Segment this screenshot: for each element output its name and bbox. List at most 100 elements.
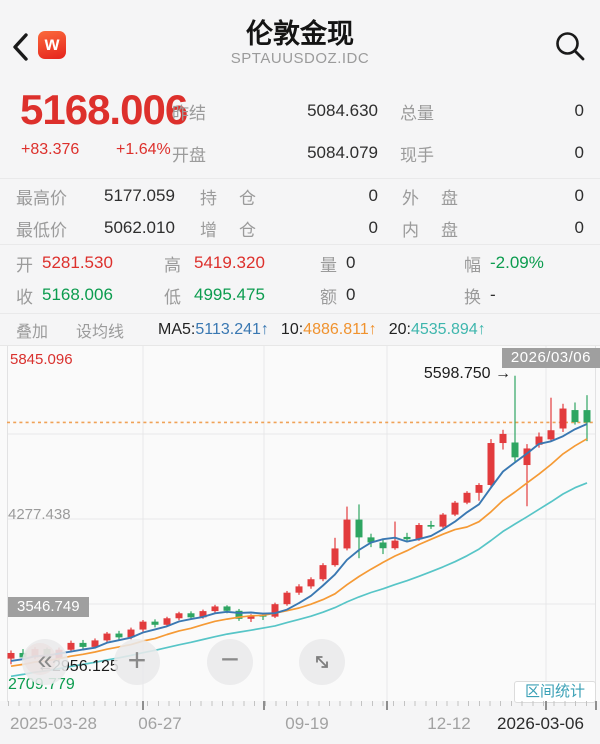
detail-row: 最低价 5062.010 增仓 0 内盘 0 xyxy=(0,212,600,244)
ma10-label: 10: xyxy=(280,320,304,338)
max-price-value: 5598.750 xyxy=(423,365,491,382)
major-tick xyxy=(545,701,547,710)
x-tick-label: 2026-03-06 xyxy=(497,714,584,733)
major-tick xyxy=(595,701,597,710)
field-label: 最高价 xyxy=(16,188,67,208)
minus-icon: − xyxy=(220,641,240,677)
ohlc-panel: 开 5281.530 高 5419.320 量 0 幅 -2.09% 收 516… xyxy=(0,245,600,313)
minor-ticks xyxy=(8,701,596,706)
crosshair-date-badge: 2026/03/06 xyxy=(501,348,600,368)
divider xyxy=(0,178,600,179)
field-label: 总量 xyxy=(400,103,434,123)
ma20-value: 4535.894 xyxy=(410,320,478,338)
price-change: +83.376 xyxy=(21,141,80,158)
field-label: 开 xyxy=(16,255,33,275)
field-label: 量 xyxy=(320,255,337,275)
zoom-in-button[interactable]: + xyxy=(114,639,160,685)
ohlc-row: 收 5168.006 低 4995.475 额 0 换 - xyxy=(0,279,600,311)
y-axis-max-label: 5845.096 xyxy=(10,351,73,368)
major-tick xyxy=(263,701,265,710)
label-char: 增 xyxy=(200,220,217,240)
up-arrow-icon: ↑ xyxy=(260,320,269,338)
chart-canvas[interactable] xyxy=(0,346,600,702)
right-arrow-icon: → xyxy=(495,365,511,382)
open-value: 5281.530 xyxy=(42,253,113,272)
rewind-icon: « xyxy=(37,644,53,675)
ma10-readout: 10:4886.811↑ xyxy=(281,321,377,339)
page-title: 伦敦金现 xyxy=(246,19,354,49)
last-price: 5168.006 xyxy=(20,86,188,133)
field-label: 收 xyxy=(16,287,33,307)
crosshair-value-badge: 3546.749 xyxy=(8,597,89,617)
ma-toolbar: 叠加 设均线 MA5:5113.241↑ 10:4886.811↑ 20:453… xyxy=(0,314,600,345)
detail-panel: 最高价 5177.059 持仓 0 外盘 0 最低价 5062.010 增仓 0… xyxy=(0,179,600,244)
price-change-pct: +1.64% xyxy=(116,141,171,158)
overlay-button[interactable]: 叠加 xyxy=(16,323,49,341)
quote-info-row: 开盘 5084.079 现手 0 xyxy=(172,132,584,174)
close-value: 5168.006 xyxy=(42,285,113,304)
ma5-readout: MA5:5113.241↑ xyxy=(158,321,269,339)
up-arrow-icon: ↑ xyxy=(368,320,377,338)
plus-icon: + xyxy=(127,641,147,678)
field-value: 0 xyxy=(574,101,584,120)
field-label: 增仓 xyxy=(200,216,256,241)
field-label: 幅 xyxy=(464,255,481,275)
fullscreen-button[interactable] xyxy=(299,639,345,685)
label-char: 外 xyxy=(402,188,419,208)
amplitude-value: -2.09% xyxy=(490,253,544,272)
field-label: 低 xyxy=(164,287,181,307)
x-axis: 2025-03-28 06-27 09-19 12-12 2026-03-06 xyxy=(0,701,600,744)
diagonal-resize-icon xyxy=(316,656,328,668)
zoom-out-button[interactable]: − xyxy=(207,639,253,685)
field-label: 持仓 xyxy=(200,184,256,209)
ma20-readout: 20:4535.894↑ xyxy=(389,321,486,339)
field-value: 0 xyxy=(574,218,584,237)
field-label: 内盘 xyxy=(378,216,458,241)
field-value: 0 xyxy=(574,186,584,205)
field-value: 0 xyxy=(368,186,378,205)
x-tick-label: 2025-03-28 xyxy=(10,714,97,733)
detail-row: 最高价 5177.059 持仓 0 外盘 0 xyxy=(0,180,600,212)
range-stats-button[interactable]: 区间统计 xyxy=(513,681,596,703)
divider xyxy=(0,244,600,245)
x-tick-label: 06-27 xyxy=(138,714,182,733)
rewind-button[interactable]: « xyxy=(22,639,68,685)
label-char: 盘 xyxy=(441,188,458,208)
field-label: 换 xyxy=(464,287,481,307)
amount-value: 0 xyxy=(346,285,356,304)
high-value: 5419.320 xyxy=(194,253,265,272)
field-label: 最低价 xyxy=(16,220,67,240)
field-value: 5084.079 xyxy=(307,143,378,162)
set-ma-button[interactable]: 设均线 xyxy=(76,323,125,341)
app-logo[interactable]: w xyxy=(38,31,66,59)
field-value: 5062.010 xyxy=(104,218,175,237)
search-icon[interactable] xyxy=(554,30,586,62)
label-char: 仓 xyxy=(239,220,256,240)
field-value: 0 xyxy=(574,143,584,162)
label-char: 持 xyxy=(200,188,217,208)
quote-info-row: 昨结 5084.630 总量 0 xyxy=(172,90,584,132)
ma5-value: 5113.241 xyxy=(195,320,261,338)
instrument-code: SPTAUUSDOZ.IDC xyxy=(230,50,370,67)
back-icon[interactable] xyxy=(10,32,32,62)
major-tick xyxy=(142,701,144,710)
major-tick xyxy=(386,701,388,710)
x-tick-label: 09-19 xyxy=(285,714,329,733)
ma5-label: MA5: xyxy=(158,320,196,338)
ma20-label: 20: xyxy=(388,320,411,338)
x-tick-label: 12-12 xyxy=(427,714,471,733)
field-label: 额 xyxy=(320,287,337,307)
field-label: 现手 xyxy=(400,145,434,165)
volume-value: 0 xyxy=(346,253,356,272)
turnover-value: - xyxy=(490,285,496,304)
label-char: 仓 xyxy=(239,188,256,208)
up-arrow-icon: ↑ xyxy=(477,320,486,338)
field-value: 5177.059 xyxy=(104,186,175,205)
ohlc-row: 开 5281.530 高 5419.320 量 0 幅 -2.09% xyxy=(0,247,600,279)
quote-panel: 5168.006 +83.376 +1.64% 昨结 5084.630 总量 0… xyxy=(0,86,600,178)
field-label: 外盘 xyxy=(378,184,458,209)
field-value: 0 xyxy=(368,218,378,237)
y-axis-mid-label: 4277.438 xyxy=(8,506,71,523)
candlestick-chart[interactable]: 5845.096 2026/03/06 5598.750 → 4277.438 … xyxy=(0,345,600,703)
low-value: 4995.475 xyxy=(194,285,265,304)
